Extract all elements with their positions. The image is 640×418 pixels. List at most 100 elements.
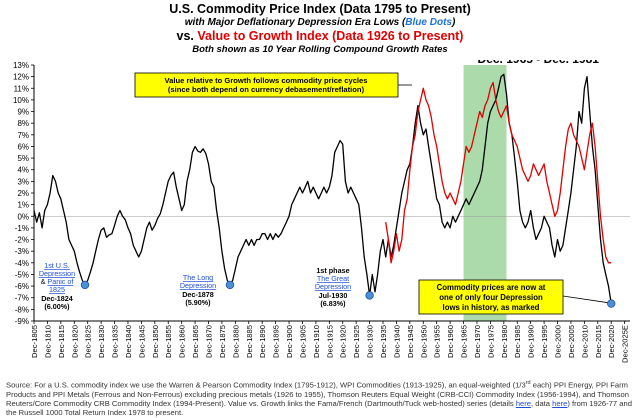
x-tick-label: Dec-1845	[137, 325, 146, 358]
value-growth-title: Value to Growth Index (Data 1926 to Pres…	[197, 29, 464, 43]
y-tick-label: 1%	[17, 201, 29, 210]
x-tick-label: Dec-1975	[486, 325, 495, 358]
depression3-label-top: 1st phase	[316, 266, 349, 275]
x-tick-label: Dec-1960	[446, 325, 455, 358]
callout-top-box	[134, 72, 399, 98]
source-link-data[interactable]: here	[552, 398, 568, 408]
x-tick-label: Dec-1945	[406, 325, 415, 358]
highlight-band-label: Dec. 1965 - Dec. 1981	[478, 60, 600, 66]
y-tick-label: 9%	[17, 108, 29, 117]
y-tick-label: -2%	[15, 236, 29, 245]
x-tick-label: Dec-1855	[164, 325, 173, 358]
x-tick-label: Dec-1955	[433, 325, 442, 358]
x-tick-label: Dec-1920	[339, 325, 348, 358]
chart-title-block: U.S. Commodity Price Index (Data 1795 to…	[0, 2, 640, 55]
callout-top-line1: Value relative to Growth follows commodi…	[165, 76, 368, 85]
x-tick-label: Dec-1885	[245, 325, 254, 358]
y-tick-label: -9%	[15, 317, 29, 326]
source-sup: rd	[525, 380, 531, 386]
vs-label: vs.	[176, 29, 194, 43]
depression1-label-line1: 1st U.S.	[44, 261, 70, 270]
depression-low-dot	[80, 280, 90, 290]
x-tick-label: Dec-1815	[57, 325, 66, 358]
x-tick-label: Dec-1990	[527, 325, 536, 358]
subtitle-prefix: with Major Deflationary Depression Era L…	[184, 17, 406, 28]
source-text-4: ) from 1926-77 and the Russell 1000 Tota…	[6, 398, 632, 418]
x-tick-label: Dec-1860	[178, 325, 187, 358]
x-tick-label: Dec-1820	[70, 325, 79, 358]
x-tick-label: Dec-1840	[124, 325, 133, 358]
x-tick-label: Dec-2020	[607, 325, 616, 358]
subtitle-blue-dots: Blue Dots	[405, 17, 452, 28]
y-tick-label: 13%	[13, 61, 29, 70]
y-tick-label: 10%	[13, 96, 29, 105]
x-tick-label: Dec-1935	[379, 325, 388, 358]
callout-bottom-line2: one of only four Depression	[439, 293, 543, 302]
x-tick-label: Dec-2005	[567, 325, 576, 358]
callout-bottom-arrow	[562, 295, 608, 303]
depression3-label-line1: The Great	[317, 274, 349, 283]
x-tick-label: Dec-1905	[298, 325, 307, 358]
y-tick-label: 12%	[13, 73, 29, 82]
callout-bottom-box	[418, 279, 564, 315]
y-tick-label: 8%	[17, 119, 29, 128]
y-tick-label: 0%	[17, 212, 29, 221]
x-tick-label: Dec-1850	[151, 325, 160, 358]
source-text-3: , data	[531, 398, 553, 408]
source-text-1: Source: For a U.S. commodity index we us…	[6, 380, 526, 390]
depression1-value: (6.00%)	[44, 302, 70, 311]
x-tick-label: Dec-1940	[392, 325, 401, 358]
callout-bottom-line1: Commodity prices are now at	[437, 283, 546, 292]
depression3-date: Jul-1930	[319, 291, 348, 300]
y-tick-label: 4%	[17, 166, 29, 175]
depression-low-dot	[365, 291, 374, 300]
depression3-label-line2: Depression	[315, 282, 351, 291]
x-tick-label: Dec-1875	[218, 325, 227, 358]
x-tick-label: Dec-1865	[191, 325, 200, 358]
depression2-date: Dec-1878	[182, 290, 214, 299]
x-tick-label: Dec-1890	[258, 325, 267, 358]
depression-low-dot	[607, 299, 616, 308]
callout-top-line2: (since both depend on currency debasemen…	[168, 85, 365, 94]
chart-subtitle: with Major Deflationary Depression Era L…	[0, 17, 640, 29]
depression-low-dot	[225, 280, 235, 290]
depression1-label-line2: Depression	[39, 269, 75, 278]
x-tick-label: Dec-1985	[513, 325, 522, 358]
chart-note: Both shown as 10 Year Rolling Compound G…	[192, 44, 448, 55]
x-tick-label: Dec-1970	[473, 325, 482, 358]
depression1-panic-link: Panic of	[47, 277, 73, 286]
x-tick-label: Dec-2000	[554, 325, 563, 358]
y-tick-label: 2%	[17, 189, 29, 198]
x-tick-label: Dec-1980	[500, 325, 509, 358]
x-tick-label: Dec-1910	[312, 325, 321, 358]
chart-svg: 13% 12% 11% 10% 9% 8% 7% 6% 5% 4% 3% 2% 1% 0% -1% -2% -3…	[13, 60, 630, 363]
x-tick-label: Dec-1880	[231, 325, 240, 358]
source-link-details[interactable]: here	[515, 398, 532, 408]
commodity-index-line	[33, 73, 612, 304]
x-tick-label: Dec-1930	[366, 325, 375, 358]
depression2-value: (5.90%)	[185, 298, 211, 307]
x-tick-label: Dec-2015	[594, 325, 603, 358]
y-tick-label: -4%	[15, 259, 29, 268]
value-growth-line	[385, 81, 612, 264]
x-tick-label: Dec-1805	[30, 325, 39, 358]
y-tick-label: 6%	[17, 142, 29, 151]
x-tick-label: Dec-2010	[580, 325, 589, 358]
x-tick-label: Dec-1900	[285, 325, 294, 358]
depression1-date: Dec-1824	[41, 294, 73, 303]
x-tick-label: Dec-1915	[325, 325, 334, 358]
y-tick-label: -7%	[15, 294, 29, 303]
x-tick-label: Dec-1835	[111, 325, 120, 358]
depression1-label-line3: 1825	[49, 285, 65, 294]
x-tick-label: Dec-1965	[460, 325, 469, 358]
y-tick-label: 11%	[14, 84, 29, 93]
x-tick-label: Dec-1895	[272, 325, 281, 358]
depression2-label-line1: The Long	[183, 273, 213, 282]
y-tick-label: 3%	[17, 177, 29, 186]
depression1-label-mid: & Panic of	[41, 277, 74, 286]
x-tick-label: Dec-1810	[43, 325, 52, 358]
depression3-value: (6.83%)	[320, 299, 346, 308]
chart-title: U.S. Commodity Price Index (Data 1795 to…	[169, 2, 471, 16]
x-tick-label: Dec-2025E	[621, 325, 630, 363]
y-tick-label: 5%	[17, 154, 29, 163]
